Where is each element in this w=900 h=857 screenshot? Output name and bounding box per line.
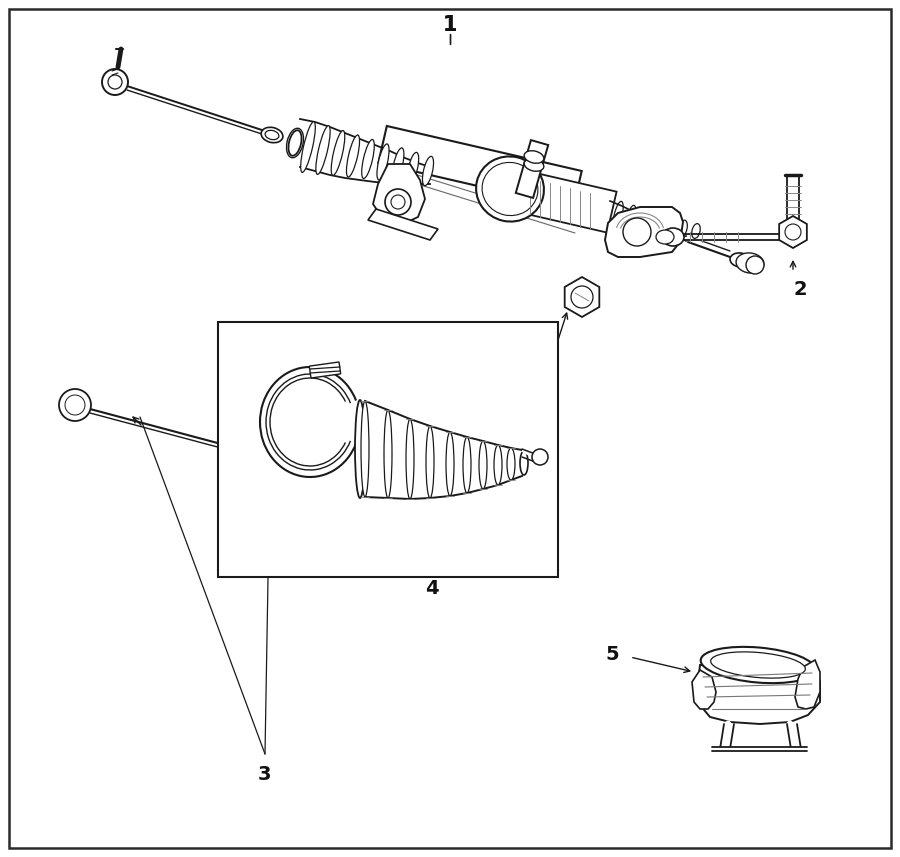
Circle shape <box>746 256 764 274</box>
Polygon shape <box>564 277 599 317</box>
Ellipse shape <box>730 253 750 267</box>
Ellipse shape <box>331 130 345 176</box>
Ellipse shape <box>286 129 303 158</box>
Bar <box>516 140 548 198</box>
Circle shape <box>59 389 91 421</box>
Ellipse shape <box>301 122 315 172</box>
Bar <box>310 362 341 378</box>
Circle shape <box>65 395 85 415</box>
Ellipse shape <box>524 159 544 171</box>
Ellipse shape <box>662 228 684 246</box>
Ellipse shape <box>426 426 434 498</box>
Circle shape <box>385 189 411 215</box>
Ellipse shape <box>361 401 369 497</box>
Ellipse shape <box>613 201 623 231</box>
Circle shape <box>571 286 593 308</box>
Ellipse shape <box>362 140 374 178</box>
Ellipse shape <box>266 130 279 140</box>
Ellipse shape <box>346 135 359 177</box>
Ellipse shape <box>392 148 404 182</box>
Ellipse shape <box>408 153 418 183</box>
Ellipse shape <box>479 441 487 489</box>
Polygon shape <box>605 207 683 257</box>
Ellipse shape <box>422 156 434 186</box>
Ellipse shape <box>736 253 764 273</box>
Ellipse shape <box>316 126 330 174</box>
Polygon shape <box>373 164 425 224</box>
Text: 1: 1 <box>443 15 457 35</box>
Ellipse shape <box>377 144 389 180</box>
Ellipse shape <box>482 163 538 216</box>
Circle shape <box>102 69 128 95</box>
Text: 4: 4 <box>425 579 439 598</box>
Ellipse shape <box>249 449 263 458</box>
Circle shape <box>785 224 801 240</box>
Ellipse shape <box>711 652 806 678</box>
Ellipse shape <box>261 128 283 143</box>
Ellipse shape <box>476 157 544 222</box>
Ellipse shape <box>384 410 392 498</box>
Polygon shape <box>698 665 820 724</box>
Ellipse shape <box>692 224 700 238</box>
Ellipse shape <box>524 151 544 164</box>
Ellipse shape <box>656 230 674 244</box>
Polygon shape <box>368 209 438 240</box>
Ellipse shape <box>665 216 674 236</box>
Circle shape <box>391 195 405 209</box>
Ellipse shape <box>494 445 502 485</box>
Ellipse shape <box>679 220 688 237</box>
Ellipse shape <box>446 432 454 496</box>
Ellipse shape <box>239 446 256 458</box>
Polygon shape <box>692 670 716 709</box>
Bar <box>218 322 558 577</box>
Ellipse shape <box>355 400 365 498</box>
Circle shape <box>108 75 122 89</box>
Bar <box>378 126 581 208</box>
Text: 2: 2 <box>793 279 806 298</box>
Circle shape <box>623 218 651 246</box>
Text: 1: 1 <box>443 15 457 35</box>
Text: 5: 5 <box>605 645 619 664</box>
Ellipse shape <box>406 419 414 499</box>
Ellipse shape <box>520 451 528 475</box>
Polygon shape <box>795 660 820 709</box>
Ellipse shape <box>701 647 815 683</box>
Bar <box>519 171 616 232</box>
Ellipse shape <box>289 130 302 156</box>
Ellipse shape <box>463 437 471 493</box>
Polygon shape <box>779 216 807 248</box>
Ellipse shape <box>652 213 662 234</box>
Ellipse shape <box>507 448 515 480</box>
Circle shape <box>532 449 548 465</box>
Ellipse shape <box>626 206 636 231</box>
Ellipse shape <box>639 209 649 233</box>
Text: 3: 3 <box>257 764 271 783</box>
